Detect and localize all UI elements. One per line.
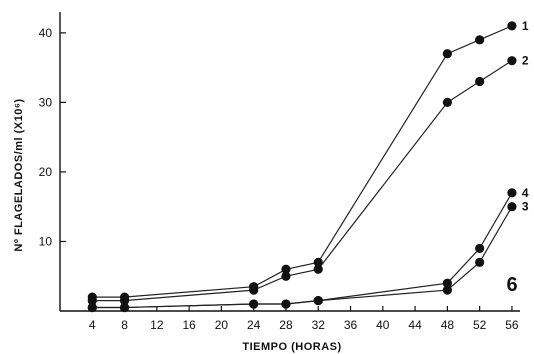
data-point (281, 264, 291, 274)
y-tick-label: 10 (39, 234, 53, 248)
x-tick-label: 36 (344, 318, 358, 332)
series-label: 3 (522, 200, 529, 214)
x-tick-label: 8 (121, 318, 128, 332)
series-4: 4 (87, 186, 529, 313)
data-point (475, 35, 485, 45)
y-tick-label: 40 (39, 26, 53, 40)
x-tick-label: 56 (505, 318, 519, 332)
y-tick-label: 20 (39, 165, 53, 179)
data-point (442, 278, 452, 288)
x-tick-label: 24 (247, 318, 261, 332)
data-point (475, 243, 485, 254)
data-point (442, 97, 452, 107)
y-axis-ticks: 10 20 30 40 (39, 26, 66, 248)
data-point (87, 295, 97, 306)
series-line (92, 192, 513, 309)
data-point (507, 188, 517, 198)
series-layer: 1 2 34 (87, 19, 529, 313)
data-point (119, 302, 130, 313)
data-point (87, 302, 97, 313)
series-label: 4 (522, 186, 529, 200)
data-point (442, 285, 452, 295)
x-tick-label: 44 (408, 318, 422, 332)
data-point (507, 56, 517, 66)
series-label: 2 (522, 54, 529, 68)
data-point (249, 285, 259, 295)
series-1: 1 (87, 19, 529, 302)
series-2: 2 (87, 54, 529, 306)
x-tick-label: 20 (215, 318, 229, 332)
data-point (119, 295, 130, 306)
series-line (92, 60, 513, 302)
data-point (507, 21, 517, 31)
x-axis-ticks: 4 8 12 16 20 24 28 32 36 40 44 48 52 56 (89, 306, 519, 332)
data-point (281, 299, 291, 309)
data-point (313, 264, 323, 274)
data-point (249, 299, 259, 309)
x-tick-label: 48 (441, 318, 455, 332)
x-axis-title: TIEMPO (HORAS) (242, 341, 341, 353)
y-tick-label: 30 (39, 95, 53, 109)
data-point (313, 257, 323, 267)
x-tick-label: 52 (473, 318, 487, 332)
data-point (313, 295, 323, 306)
data-point (281, 271, 291, 281)
x-tick-label: 16 (182, 318, 196, 332)
series-label: 1 (522, 19, 529, 33)
data-point (442, 49, 452, 59)
x-tick-label: 28 (279, 318, 293, 332)
x-tick-label: 12 (150, 318, 164, 332)
data-point (475, 257, 485, 267)
axes (59, 12, 520, 312)
y-axis-title: Nº FLAGELADOS/ml (X10⁶) (13, 98, 25, 251)
data-point (507, 202, 517, 212)
panel-label: 6 (506, 274, 517, 296)
x-tick-label: 4 (89, 318, 96, 332)
data-point (475, 76, 485, 87)
x-tick-label: 32 (312, 318, 326, 332)
x-tick-label: 40 (376, 318, 390, 332)
series-line (92, 25, 513, 298)
